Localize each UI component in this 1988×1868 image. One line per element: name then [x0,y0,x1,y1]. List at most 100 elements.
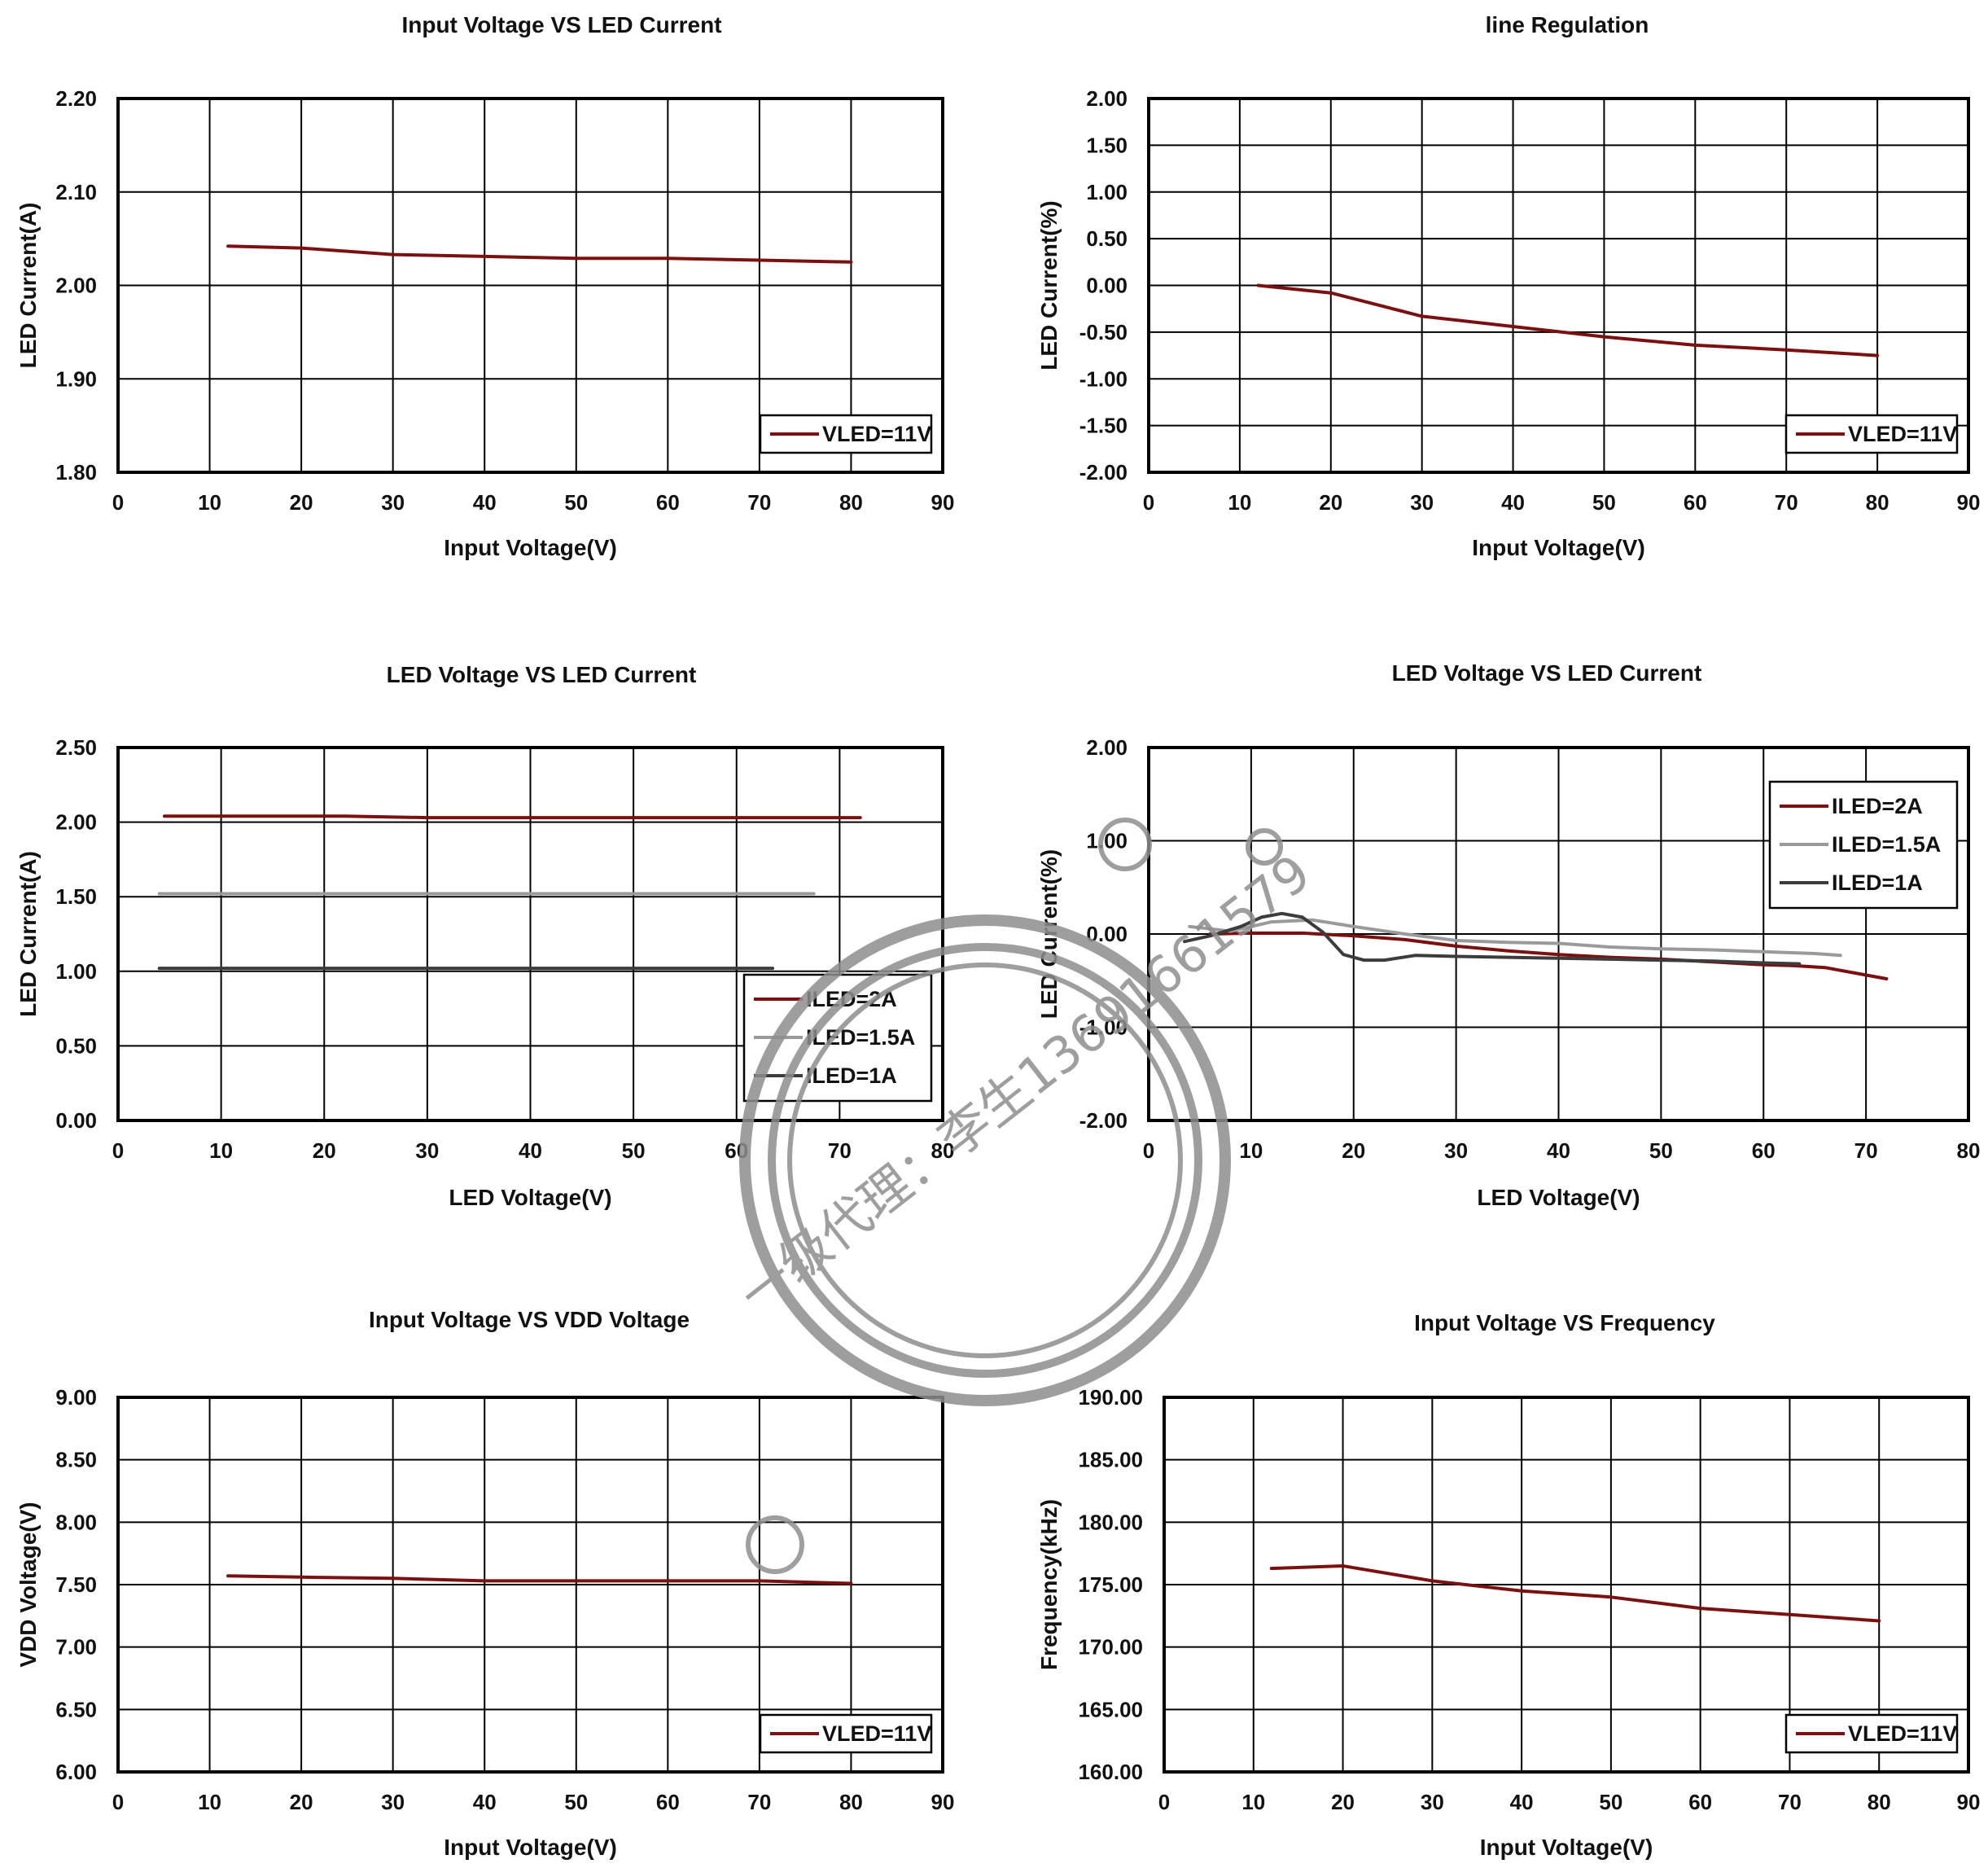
x-axis-label: Input Voltage(V) [1480,1835,1653,1860]
watermark-ring-inner [787,963,1183,1358]
y-tick-label: 1.50 [1086,133,1128,157]
legend-label: VLED=11V [822,422,931,446]
y-tick-label: 175.00 [1078,1572,1143,1597]
legend: VLED=11V [759,414,933,454]
y-tick-label: 1.50 [55,884,97,909]
y-tick-label: 9.00 [55,1385,97,1410]
y-tick-label: -2.00 [1079,1108,1128,1133]
y-tick-label: 1.00 [55,959,97,984]
x-tick-label: 20 [1342,1138,1365,1163]
x-tick-label: 70 [1775,490,1798,515]
x-tick-label: 60 [1752,1138,1776,1163]
y-tick-label: 1.90 [55,366,97,391]
x-tick-label: 40 [473,490,497,515]
x-tick-label: 30 [381,1790,405,1814]
series-line-ILED=2A [163,814,862,820]
x-tick-label: 10 [209,1138,233,1163]
x-tick-label: 10 [1228,490,1251,515]
chart-title: Input Voltage VS LED Current [401,12,721,37]
x-tick-label: 0 [112,1790,124,1814]
x-tick-label: 20 [1319,490,1342,515]
y-tick-label: 165.00 [1078,1697,1143,1721]
x-tick-label: 30 [1444,1138,1468,1163]
x-tick-label: 10 [1239,1138,1263,1163]
legend: VLED=11V [1784,414,1959,454]
chart-2: 0 10 20 30 40 50 60 70 80 90 2.00 1.50 1.00 0.50 0.00 -… [1036,12,1980,560]
x-tick-label: 20 [313,1138,336,1163]
x-tick-label: 30 [415,1138,439,1163]
y-tick-label: -0.50 [1079,320,1128,344]
marker-circle [1246,828,1283,866]
legend-label: VLED=11V [1848,1721,1957,1746]
x-tick-label: 60 [1684,490,1707,515]
x-tick-label: 10 [1241,1790,1265,1814]
charts-layer: 0 10 20 30 40 50 60 70 80 90 2.20 2.10 2.00 1.90 1.80 I… [15,12,1980,1860]
legend-label: ILED=2A [1832,794,1923,818]
y-tick-label: -2.00 [1079,460,1128,485]
x-tick-label: 50 [1592,490,1616,515]
x-tick-label: 70 [747,490,771,515]
y-axis-label: Frequency(kHz) [1036,1499,1062,1670]
x-tick-label: 70 [828,1138,852,1163]
x-tick-label: 50 [1649,1138,1673,1163]
series-line-ILED=2A [1208,931,1889,980]
x-tick-label: 40 [519,1138,542,1163]
y-tick-label: 185.00 [1078,1448,1143,1472]
y-axis-label: LED Current(A) [15,203,41,369]
x-tick-label: 70 [1778,1790,1802,1814]
y-tick-label: 0.00 [1086,274,1128,298]
y-tick-label: 2.50 [55,735,97,760]
x-axis-label: Input Voltage(V) [444,1835,617,1860]
chart-title: line Regulation [1486,12,1649,37]
plot-frame [116,97,944,474]
y-tick-label: 1.00 [1086,829,1128,853]
x-tick-label: 40 [1501,490,1525,515]
y-tick-label: 6.00 [55,1760,97,1784]
series-line-VLED=11V [1256,283,1880,357]
legend: VLED=11V [759,1713,933,1754]
chart-title: LED Voltage VS LED Current [1392,660,1702,686]
y-tick-label: 190.00 [1078,1385,1143,1410]
x-tick-label: 0 [1143,490,1154,515]
y-tick-label: 2.00 [1086,735,1128,760]
x-tick-label: 40 [1547,1138,1570,1163]
x-axis-label: LED Voltage(V) [1477,1185,1640,1210]
marker-circle [746,1515,804,1574]
x-tick-label: 60 [656,490,680,515]
x-tick-label: 70 [1854,1138,1878,1163]
x-tick-label: 50 [622,1138,646,1163]
chart-title: Input Voltage VS Frequency [1414,1310,1715,1335]
x-tick-label: 50 [564,490,588,515]
chart-3: 0 10 20 30 40 50 60 70 802.502.001.501.000.500.0… [15,662,954,1210]
y-tick-label: 0.50 [1086,226,1128,251]
legend-label: VLED=11V [1848,422,1957,446]
y-tick-label: 1.80 [55,460,97,485]
plot-frame [1147,97,1970,474]
series-line-VLED=11V [226,1574,853,1585]
x-tick-label: 20 [290,490,313,515]
y-tick-label: 2.20 [55,86,97,111]
x-tick-label: 80 [839,1790,863,1814]
x-tick-label: 20 [290,1790,313,1814]
legend-label: ILED=1A [806,1063,897,1088]
x-tick-label: 80 [1868,1790,1891,1814]
x-axis-label: Input Voltage(V) [1472,535,1645,560]
y-tick-label: 2.10 [55,180,97,204]
x-tick-label: 40 [1510,1790,1534,1814]
x-tick-label: 70 [747,1790,771,1814]
y-tick-label: 8.50 [55,1448,97,1472]
y-axis-label: VDD Voltage(V) [15,1502,41,1667]
marker-circle [1098,818,1152,871]
chart-6: 0 10 20 30 40 50 60 70 80 90 190.00 185.00 180.00 175… [1036,1310,1980,1860]
y-tick-label: 2.00 [55,274,97,298]
watermark-ring-middle [768,943,1202,1378]
plot-frame [1147,746,1970,1122]
series-line-VLED=11V [226,244,853,264]
legend-label: VLED=11V [822,1721,931,1746]
y-tick-label: 2.00 [55,810,97,835]
x-tick-label: 80 [1866,490,1889,515]
x-tick-label: 0 [1143,1138,1154,1163]
series-line-VLED=11V [1269,1564,1881,1623]
x-tick-label: 90 [931,490,955,515]
x-tick-label: 30 [381,490,405,515]
